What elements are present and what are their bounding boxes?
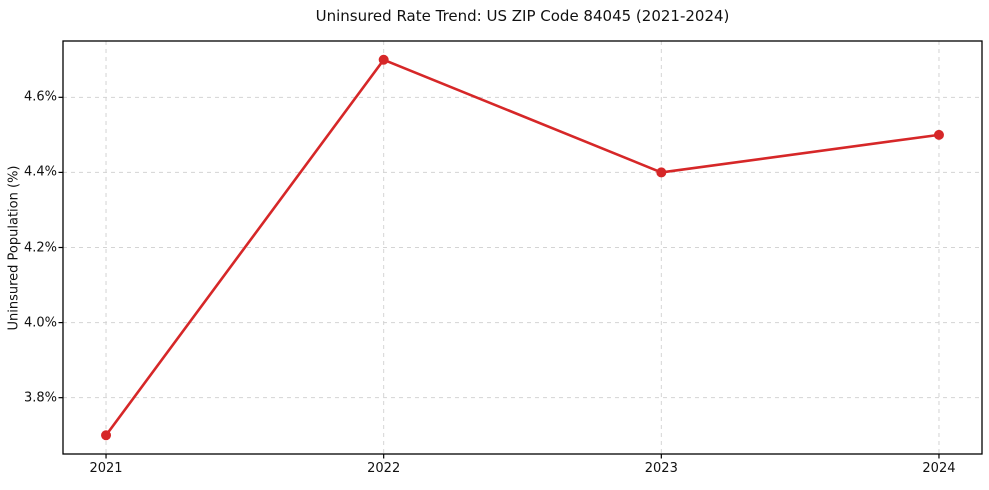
data-point [656, 167, 667, 178]
data-point [378, 54, 389, 65]
data-point [101, 430, 112, 441]
trend-line [104, 58, 941, 437]
y-tick-label: 4.2% [23, 240, 57, 255]
x-tick-label: 2023 [644, 461, 678, 476]
x-tick-label: 2021 [89, 461, 123, 476]
y-tick-label: 4.4% [23, 164, 57, 180]
x-tick-label: 2024 [922, 461, 956, 476]
data-point [933, 129, 944, 140]
x-tick-label: 2022 [367, 461, 401, 476]
y-tick-label: 4.6% [23, 89, 57, 105]
y-tick-label: 3.8% [23, 390, 57, 406]
chart-title: Uninsured Rate Trend: US ZIP Code 84045 … [315, 7, 730, 25]
y-tick-label: 4.0% [23, 315, 57, 331]
